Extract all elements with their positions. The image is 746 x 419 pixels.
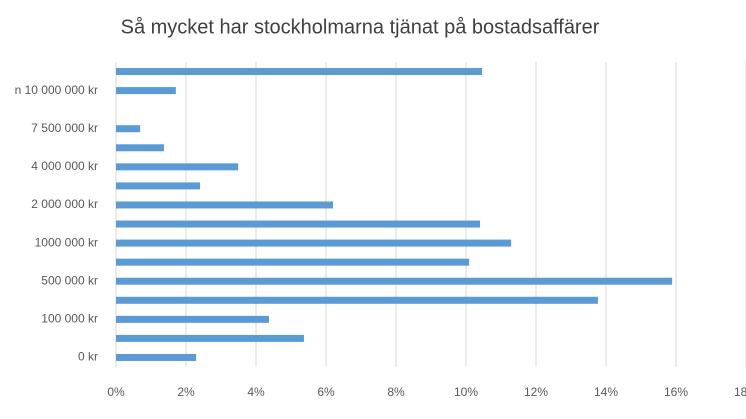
bar (116, 68, 483, 76)
x-tick-label: 4% (247, 385, 265, 399)
x-tick-label: 0% (107, 385, 125, 399)
x-tick-label: 18% (734, 385, 746, 399)
y-tick-label: 7 500 000 kr (31, 121, 98, 135)
y-tick-label: 2 000 000 kr (31, 197, 98, 211)
y-tick-label: 1000 000 kr (35, 235, 98, 249)
bar (116, 277, 673, 285)
bar (116, 201, 333, 209)
chart-title: Så mycket har stockholmarna tjänat på bo… (121, 16, 600, 38)
x-tick-label: 10% (454, 385, 478, 399)
bar (116, 296, 598, 304)
bar (116, 87, 176, 95)
bar (116, 239, 512, 247)
y-tick-label: n 10 000 000 kr (15, 83, 98, 97)
y-tick-label: 4 000 000 kr (31, 159, 98, 173)
bar (116, 182, 200, 190)
y-tick-label: 500 000 kr (41, 273, 98, 287)
x-tick-label: 8% (387, 385, 405, 399)
x-tick-label: 16% (664, 385, 688, 399)
x-tick-label: 2% (177, 385, 195, 399)
y-tick-label: 100 000 kr (41, 312, 98, 326)
bar (116, 220, 480, 228)
x-tick-label: 6% (317, 385, 335, 399)
bar (116, 163, 239, 171)
bar (116, 125, 141, 133)
x-tick-label: 14% (594, 385, 618, 399)
bar (116, 334, 304, 342)
x-tick-label: 12% (524, 385, 548, 399)
bar (116, 144, 164, 152)
bar (116, 258, 470, 266)
bar (116, 315, 269, 323)
y-tick-label: 0 kr (78, 350, 98, 364)
bar (116, 353, 197, 361)
